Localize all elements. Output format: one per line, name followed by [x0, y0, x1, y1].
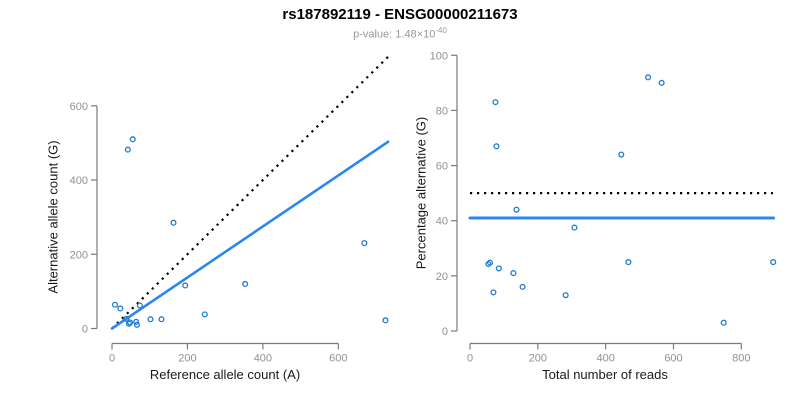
data-point [492, 99, 499, 106]
y-tick-label: 40 [436, 216, 448, 228]
y-tick-label: 200 [70, 249, 88, 261]
y-tick-label: 80 [436, 105, 448, 117]
x-tick-label: 600 [329, 353, 347, 365]
data-point [111, 301, 119, 308]
data-point [147, 316, 154, 323]
data-point [158, 316, 165, 323]
data-point [493, 143, 500, 150]
data-point [182, 282, 189, 289]
x-tick-label: 400 [596, 353, 614, 365]
y-tick-label: 600 [70, 101, 88, 113]
data-point [170, 219, 177, 226]
x-tick-label: 200 [178, 353, 196, 365]
x-tick-label: 400 [254, 353, 272, 365]
data-point [136, 302, 143, 309]
data-point [133, 321, 140, 328]
right-yaxis-title: Percentage alternative (G) [413, 116, 429, 270]
right-xaxis-title: Total number of reads [542, 367, 668, 382]
identity-line [111, 54, 391, 330]
data-point [720, 319, 727, 326]
data-point [519, 283, 526, 290]
y-tick-label: 100 [430, 50, 448, 62]
data-point [242, 280, 249, 288]
data-point [125, 320, 133, 327]
data-point [133, 318, 140, 325]
data-point [490, 289, 497, 296]
data-point [571, 224, 578, 231]
data-point [123, 315, 130, 322]
data-point [770, 259, 777, 266]
data-point [625, 259, 632, 266]
x-tick-label: 0 [467, 353, 473, 365]
pvalue-text: p-value: 1.48×10 [353, 28, 436, 41]
y-tick-label: 20 [436, 271, 448, 283]
data-point [124, 146, 131, 153]
y-tick-label: 400 [70, 175, 88, 187]
data-point [618, 151, 625, 158]
fit-line [110, 140, 390, 330]
figure-subtitle: p-value: 1.48×10-40 [0, 26, 800, 41]
x-tick-label: 0 [109, 353, 115, 365]
data-point [129, 136, 136, 143]
data-point [201, 311, 208, 318]
data-point [361, 240, 368, 247]
data-point [382, 317, 389, 324]
pvalue-exponent: -40 [435, 26, 447, 35]
data-point [562, 292, 569, 299]
y-tick-label: 0 [82, 324, 88, 336]
left-xaxis-title: Reference allele count (A) [149, 367, 301, 382]
y-tick-label: 0 [442, 326, 448, 338]
x-tick-label: 600 [664, 353, 682, 365]
data-point [127, 319, 134, 326]
data-point [495, 265, 502, 272]
y-tick-label: 60 [436, 161, 448, 173]
data-point [513, 206, 520, 213]
x-tick-label: 200 [529, 353, 547, 365]
data-point [510, 270, 517, 277]
data-point [117, 305, 124, 312]
data-point [645, 74, 652, 81]
figure-title: rs187892119 - ENSG00000211673 [282, 6, 518, 23]
left-yaxis-title: Alternative allele count (G) [45, 140, 61, 294]
data-point [486, 259, 494, 266]
x-tick-label: 800 [732, 353, 750, 365]
data-point [658, 79, 665, 86]
